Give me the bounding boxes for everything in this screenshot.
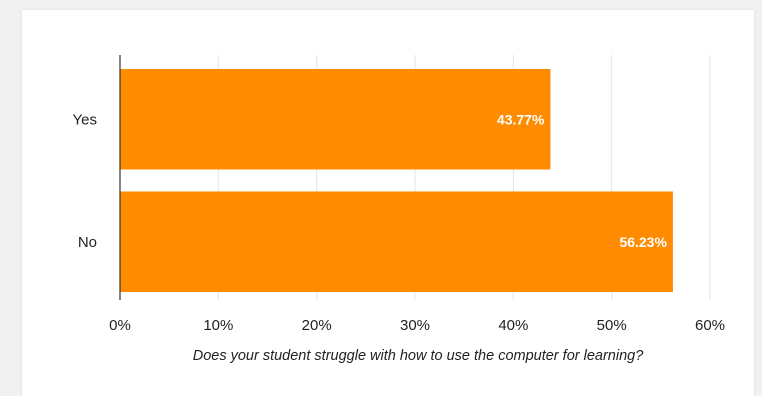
bar <box>120 69 551 170</box>
category-label: No <box>78 234 97 251</box>
x-tick-label: 30% <box>400 317 430 334</box>
x-tick-label: 40% <box>498 317 528 334</box>
x-tick-label: 10% <box>203 317 233 334</box>
x-tick-label: 60% <box>695 317 725 334</box>
category-labels: Yes No <box>73 111 97 251</box>
category-label: Yes <box>73 111 97 128</box>
bar-value-label: 56.23% <box>619 234 667 250</box>
x-axis-title: Does your student struggle with how to u… <box>192 348 644 364</box>
x-tick-label: 20% <box>302 317 332 334</box>
bars: 43.77% 56.23% <box>120 69 673 292</box>
bar-value-label: 43.77% <box>497 111 545 127</box>
bar <box>120 191 673 292</box>
x-tick-labels: 0% 10% 20% 30% 40% 50% 60% <box>109 317 725 334</box>
x-tick-label: 50% <box>597 317 627 334</box>
x-tick-label: 0% <box>109 317 131 334</box>
